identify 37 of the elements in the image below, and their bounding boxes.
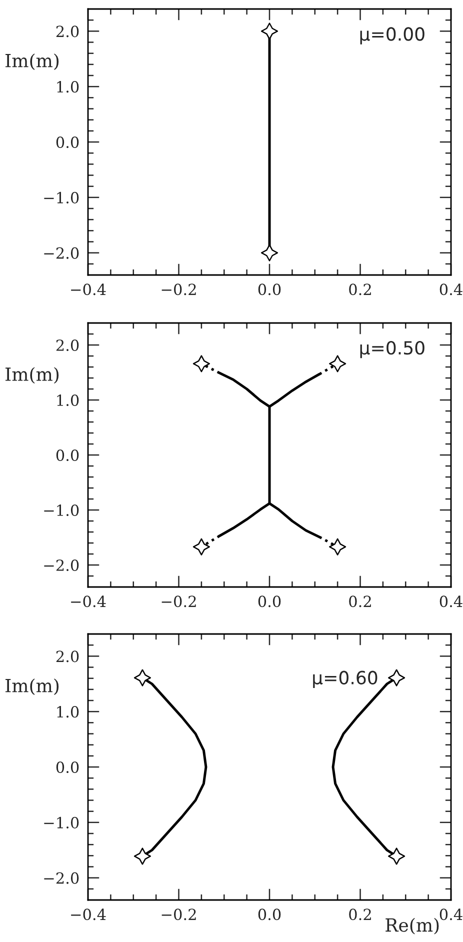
y-tick-label: 1.0 [57,706,79,718]
annotation: μ=0.60 [313,670,378,688]
x-tick-label: 0.4 [440,908,462,920]
y-tick-label: 2.0 [56,339,79,352]
y-tick-label: −1.0 [44,816,79,828]
x-tick-label: −0.4 [71,284,106,296]
x-tick-label: 0.0 [258,284,281,296]
x-tick-label: 0.0 [258,908,281,920]
y-tick-label: −1.0 [44,504,79,516]
y-tick-label: 1.0 [57,394,79,406]
y-tick-label: 2.0 [56,26,79,38]
y-tick-label: 1.0 [57,81,79,93]
x-tick-label: 0.2 [349,284,371,296]
y-tick-label: −2.0 [44,559,79,572]
x-tick-label: 0.4 [440,596,462,608]
y-tick-label: −1.0 [44,192,79,204]
y-tick-label: 2.0 [56,650,79,662]
x-tick-label: −0.2 [162,596,196,608]
x-tick-label: −0.2 [162,284,196,296]
y-axis-title: Im(m) [6,678,59,695]
x-tick-label: −0.4 [71,908,106,920]
x-tick-label: 0.0 [258,596,281,608]
x-tick-label: 0.2 [349,908,371,920]
y-tick-label: −2.0 [44,872,79,884]
x-axis-title: Re(m) [386,918,439,934]
x-tick-label: −0.2 [162,908,196,920]
y-tick-label: 0.0 [56,761,79,774]
annotation: μ=0.00 [360,27,424,44]
y-tick-label: −2.0 [44,247,79,259]
y-tick-label: 0.0 [56,449,79,462]
annotation: μ=0.50 [360,340,424,358]
x-tick-label: −0.4 [71,596,106,608]
y-tick-label: 0.0 [56,136,79,148]
x-tick-label: 0.2 [349,596,371,608]
y-axis-title: Im(m) [6,53,59,70]
x-tick-label: 0.4 [440,284,462,296]
y-axis-title: Im(m) [6,367,59,384]
